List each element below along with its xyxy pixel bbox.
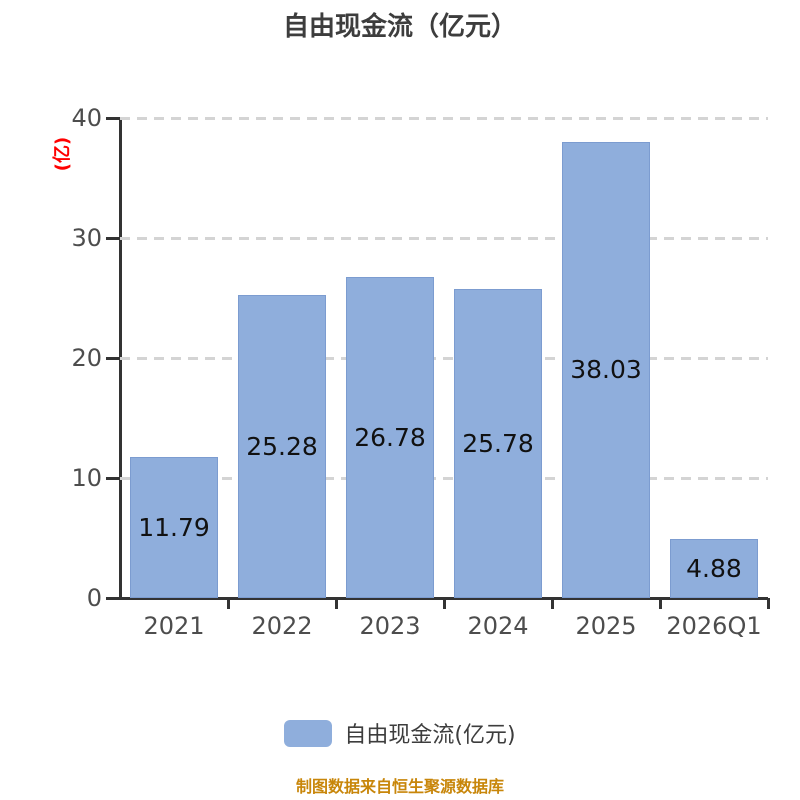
bar-value-label-2025: 38.03 [570, 355, 642, 385]
y-tick-40 [106, 116, 120, 120]
source-note: 制图数据来自恒生聚源数据库 [295, 777, 504, 796]
chart-title: 自由现金流（亿元） [282, 12, 517, 42]
bar-2023: 26.78 [346, 276, 434, 598]
x-tick-5 [658, 598, 662, 609]
bar-2025: 38.03 [562, 141, 650, 598]
legend: 自由现金流(亿元) [0, 717, 800, 749]
y-tick-label-0: 0 [86, 584, 102, 612]
y-tick-10 [106, 476, 120, 480]
y-axis-unit-label: (亿) [52, 136, 73, 172]
x-tick-label-2026Q1: 2026Q1 [666, 612, 762, 640]
gridline-20 [120, 356, 768, 360]
bar-2022: 25.28 [238, 294, 326, 598]
bar-value-label-2026Q1: 4.88 [686, 554, 742, 584]
x-tick-label-2023: 2023 [359, 612, 421, 640]
gridline-40 [120, 116, 768, 120]
y-tick-label-30: 30 [71, 224, 102, 252]
legend-swatch [284, 719, 333, 747]
y-tick-label-40: 40 [71, 104, 102, 132]
legend-label: 自由现金流(亿元) [344, 723, 516, 748]
bar-2021: 11.79 [130, 456, 218, 598]
bar-value-label-2021: 11.79 [138, 512, 210, 542]
y-tick-20 [106, 356, 120, 360]
bar-value-label-2024: 25.78 [462, 428, 534, 458]
x-tick-label-2025: 2025 [575, 612, 637, 640]
bar-2024: 25.78 [454, 288, 542, 598]
gridline-10 [120, 476, 768, 480]
x-tick-label-2022: 2022 [251, 612, 313, 640]
x-tick-6 [766, 598, 770, 609]
x-tick-3 [442, 598, 446, 609]
bar-value-label-2022: 25.28 [246, 431, 318, 461]
x-tick-label-2021: 2021 [143, 612, 205, 640]
x-tick-2 [334, 598, 338, 609]
y-tick-30 [106, 236, 120, 240]
x-tick-4 [550, 598, 554, 609]
x-tick-label-2024: 2024 [467, 612, 529, 640]
y-tick-label-20: 20 [71, 344, 102, 372]
bar-value-label-2023: 26.78 [354, 422, 426, 452]
y-tick-label-10: 10 [71, 464, 102, 492]
x-axis-line [106, 596, 768, 600]
plot-area: 0 10 20 30 40 11.79 2021 25.28 2022 26.78 2023 25.7… [71, 104, 770, 640]
x-tick-1 [226, 598, 230, 609]
gridline-30 [120, 236, 768, 240]
bar-2026Q1: 4.88 [670, 539, 758, 598]
y-tick-0 [106, 596, 120, 600]
